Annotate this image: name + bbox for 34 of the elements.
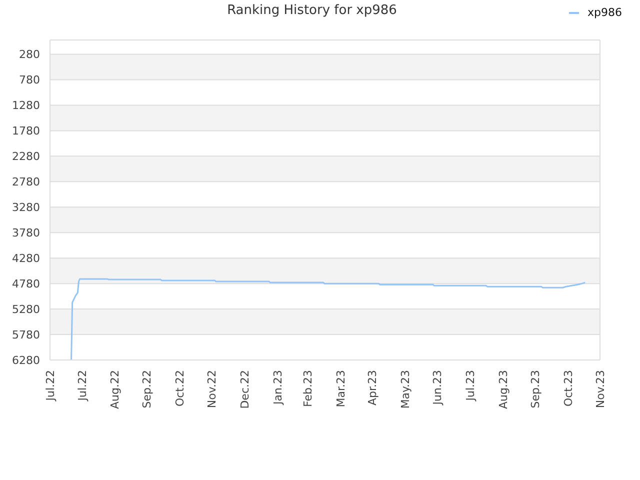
x-tick-label: Dec.22 <box>238 370 252 409</box>
x-tick-label: Apr.23 <box>366 370 380 406</box>
y-tick-label: 3280 <box>12 201 40 214</box>
y-tick-label: 4780 <box>12 277 40 290</box>
x-tick-label: Mar.23 <box>334 370 348 408</box>
line-series <box>70 278 586 360</box>
legend-label: xp986 <box>588 6 622 19</box>
x-tick-label: Jul.23 <box>464 370 478 402</box>
x-tick-label: Nov.23 <box>594 370 607 408</box>
chart-title: Ranking History for xp986 <box>227 3 397 18</box>
x-tick-label: Jun.23 <box>431 370 444 406</box>
y-tick-label: 5280 <box>12 302 40 316</box>
x-tick-label: Oct.22 <box>174 370 187 407</box>
x-tick-label: Aug.22 <box>108 370 122 409</box>
y-tick-label: 3780 <box>12 226 40 240</box>
x-tick-label: Jul.22 <box>44 370 57 402</box>
x-tick-label: Jan.23 <box>272 370 285 406</box>
y-tick-label: 280 <box>19 48 40 62</box>
y-tick-label: 2280 <box>12 150 40 164</box>
x-tick-label: Feb.23 <box>301 370 314 407</box>
y-tick-label: 2780 <box>12 176 40 189</box>
x-tick-label: Aug.23 <box>497 370 510 409</box>
y-tick-label: 1780 <box>12 124 40 138</box>
x-tick-label: Sep.22 <box>140 370 154 408</box>
y-tick-label: 780 <box>19 74 40 87</box>
x-tick-label: May.23 <box>399 370 412 409</box>
x-tick-label: Oct.23 <box>562 370 575 407</box>
y-tick-label: 5780 <box>12 328 40 342</box>
x-tick-label: Jul.22 <box>76 370 89 402</box>
y-tick-label: 4280 <box>12 252 40 265</box>
y-tick-label: 1280 <box>12 99 40 112</box>
x-tick-label: Sep.23 <box>528 370 542 408</box>
x-tick-label: Nov.22 <box>206 370 219 408</box>
y-tick-label: 6280 <box>12 354 40 367</box>
